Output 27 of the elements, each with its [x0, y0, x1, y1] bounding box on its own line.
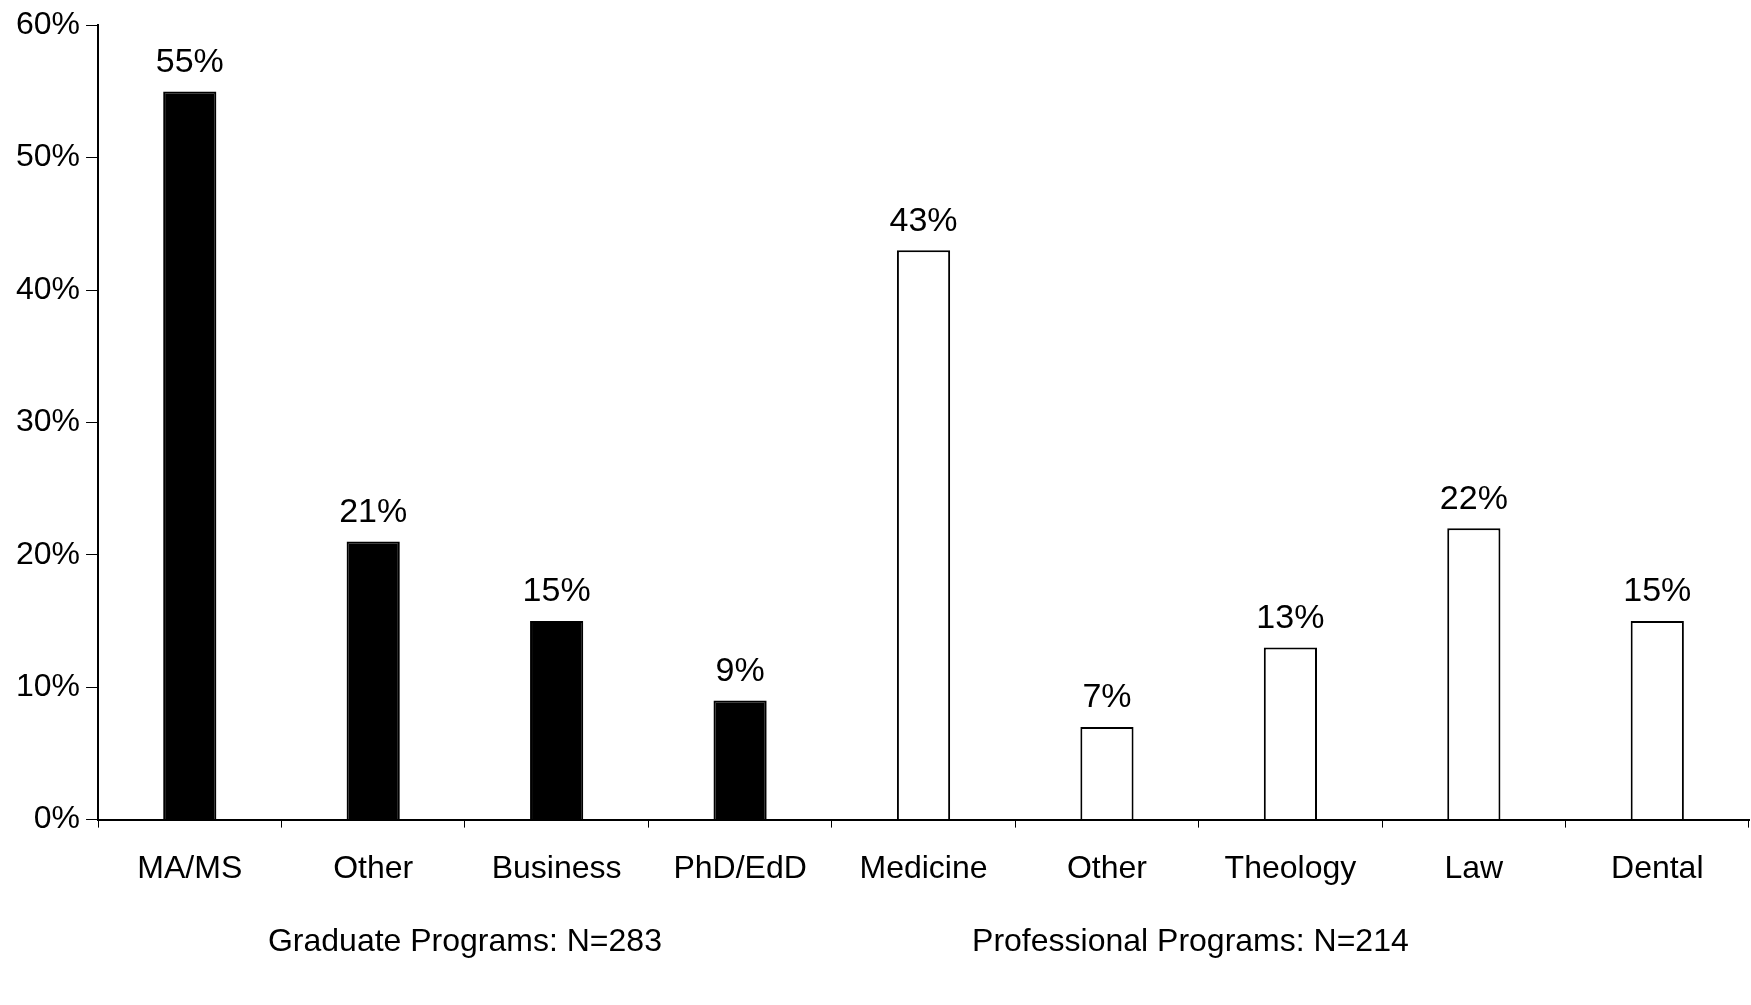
data-label: 55%: [155, 40, 224, 79]
x-tick-label: Theology: [1224, 848, 1357, 885]
x-tick-label: Other: [333, 848, 414, 885]
y-tick-label: 40%: [16, 269, 81, 306]
text: Professional Programs: N=214: [972, 922, 1409, 959]
x-tick-label: Dental: [1611, 848, 1704, 885]
data-label: 9%: [715, 649, 765, 688]
x-tick-label: MA/MS: [137, 848, 243, 885]
data-label: 15%: [1623, 570, 1692, 609]
x-tick-label: PhD/EdD: [673, 848, 807, 885]
x-tick-label: Law: [1444, 848, 1505, 885]
x-tick-label: Business: [491, 848, 622, 885]
data-label: 22%: [1439, 477, 1508, 516]
y-tick-label: 50%: [16, 137, 81, 174]
y-tick-label: 20%: [16, 534, 81, 571]
x-tick-label: Medicine: [859, 848, 988, 885]
data-label: 21%: [339, 490, 408, 529]
y-tick-label: 0%: [33, 799, 81, 836]
y-tick-label: 30%: [16, 402, 81, 439]
y-tick-label: 60%: [16, 5, 81, 42]
text: Graduate Programs: N=283: [267, 922, 662, 959]
data-label: 15%: [522, 570, 591, 609]
y-tick-label: 10%: [16, 667, 81, 704]
data-label: 7%: [1082, 676, 1132, 715]
data-label: 13%: [1256, 596, 1325, 635]
data-label: 43%: [889, 199, 958, 238]
x-tick-label: Other: [1066, 848, 1148, 885]
